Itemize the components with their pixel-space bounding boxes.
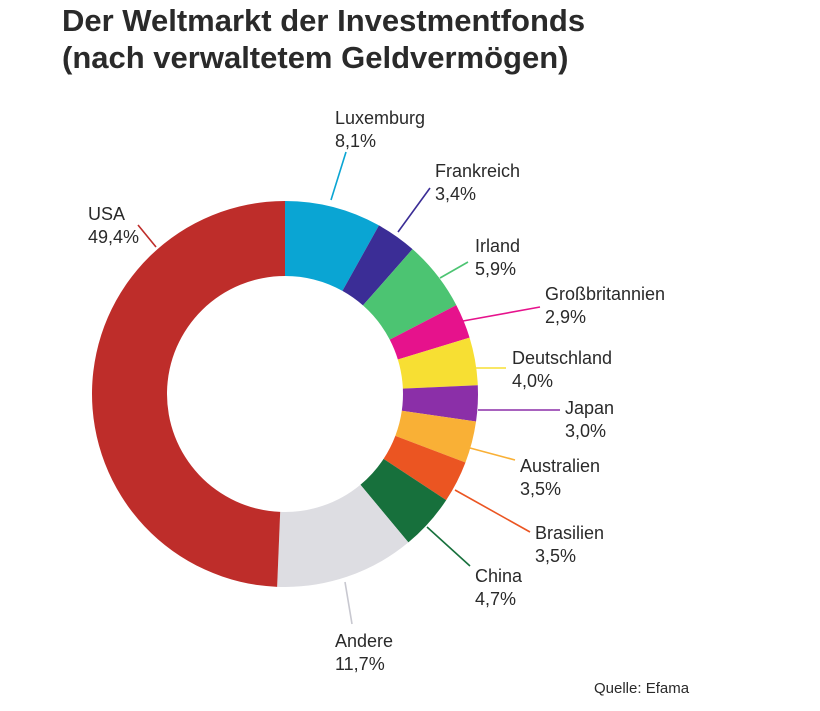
slice-value: 3,5%: [535, 546, 577, 566]
slice-luxemburg: [285, 201, 379, 291]
leader-line-brasilien: [454, 489, 531, 533]
title-line-1: Der Weltmarkt der Investmentfonds: [62, 3, 586, 38]
leader-line-luxemburg: [330, 151, 347, 201]
slice-label: Großbritannien: [545, 284, 666, 304]
slice-japan: [401, 385, 478, 422]
data-label: Großbritannien 2,9%: [545, 283, 665, 329]
data-label: Deutschland 4,0%: [512, 347, 612, 393]
slice-brasilien: [383, 435, 466, 501]
slice-frankreich: [342, 225, 413, 306]
slice-value: 3,4%: [435, 184, 477, 204]
data-label: Luxemburg 8,1%: [335, 107, 425, 153]
leader-line-andere: [344, 581, 353, 625]
slice-label: Brasilien: [535, 523, 605, 543]
source-note: Quelle: Efama: [594, 680, 690, 697]
slice-label: Andere: [335, 631, 394, 651]
slice-value: 5,9%: [475, 259, 517, 279]
slice-value: 4,0%: [512, 371, 554, 391]
slice-andere: [277, 484, 409, 587]
leader-line-frankreich: [397, 187, 431, 233]
slice-label: Deutschland: [512, 348, 613, 368]
slice-australien: [395, 410, 477, 463]
data-label: Japan 3,0%: [565, 397, 614, 443]
slice-value: 3,0%: [565, 421, 607, 441]
data-label: Australien 3,5%: [520, 455, 600, 501]
leader-line-china: [426, 526, 471, 567]
slice-label: Luxemburg: [335, 108, 426, 128]
slice-label: Australien: [520, 456, 601, 476]
slice-value: 2,9%: [545, 307, 587, 327]
data-label: USA 49,4%: [88, 203, 139, 249]
data-label: Irland 5,9%: [475, 235, 520, 281]
data-label: Brasilien 3,5%: [535, 522, 604, 568]
title-line-2: (nach verwaltetem Geldvermögen): [62, 40, 569, 75]
data-label: China 4,7%: [475, 565, 522, 611]
slice-irland: [362, 249, 457, 340]
data-label: Frankreich 3,4%: [435, 160, 520, 206]
slice-value: 11,7%: [335, 654, 385, 674]
leader-line-irland: [439, 261, 469, 279]
slice-value: 4,7%: [475, 589, 517, 609]
slice-label: Japan: [565, 398, 615, 418]
slice-usa: [92, 201, 286, 587]
slice-label: Frankreich: [435, 161, 521, 181]
slice-value: 3,5%: [520, 479, 562, 499]
slice-großbritannien: [389, 305, 470, 360]
slice-label: Irland: [475, 236, 521, 256]
slice-value: 8,1%: [335, 131, 377, 151]
slice-deutschland: [397, 337, 478, 389]
leader-line-großbritannien: [462, 306, 541, 322]
chart-title: Der Weltmarkt der Investmentfonds (nach …: [62, 2, 585, 76]
data-label: Andere 11,7%: [335, 630, 393, 676]
slice-label: USA: [88, 204, 126, 224]
leader-line-usa: [137, 224, 157, 248]
slice-value: 49,4%: [88, 227, 140, 247]
leader-line-australien: [469, 447, 516, 461]
slice-china: [360, 458, 447, 543]
slice-label: China: [475, 566, 523, 586]
